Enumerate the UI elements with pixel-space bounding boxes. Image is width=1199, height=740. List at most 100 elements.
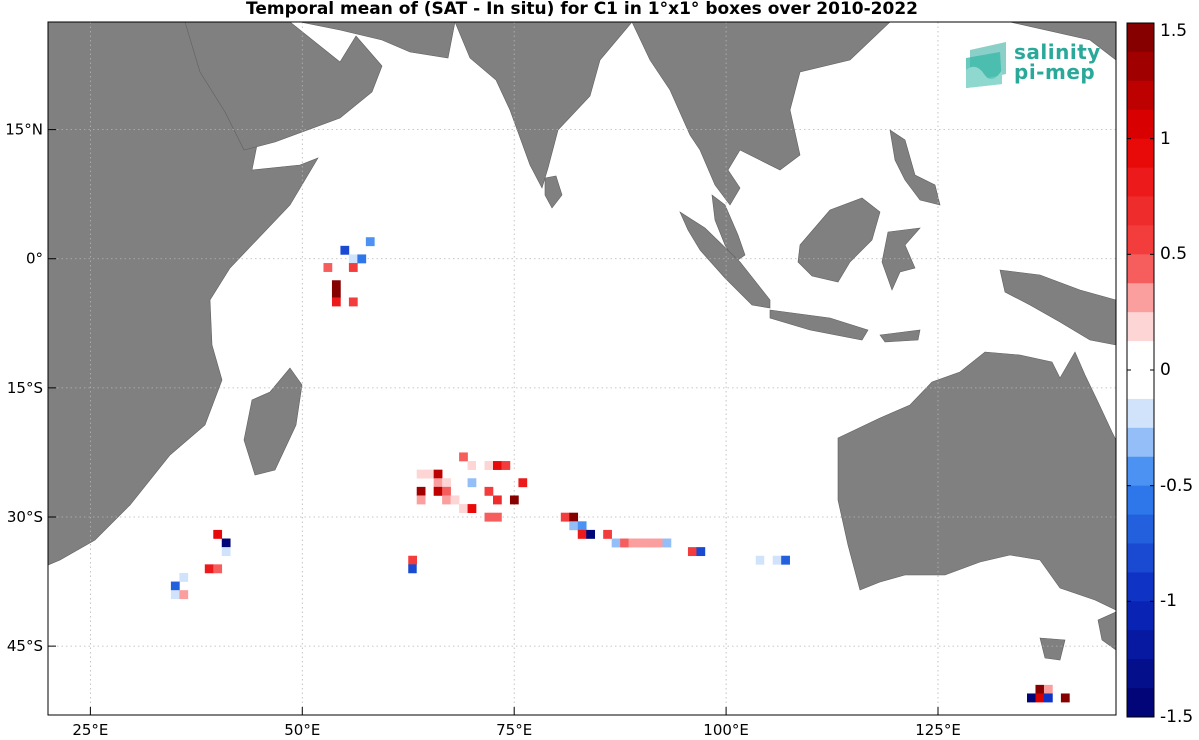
cell-36 xyxy=(484,512,494,522)
colorbar-bin-20 xyxy=(1127,601,1154,631)
land-tasmania xyxy=(1039,637,1066,661)
cell-51 xyxy=(662,538,672,548)
cell-17 xyxy=(416,469,426,479)
land-newguinea xyxy=(999,269,1116,346)
colorbar-label-1: 1 xyxy=(1160,128,1171,149)
logo-mark-icon xyxy=(966,42,1006,88)
lat-label-1: 0° xyxy=(26,250,43,268)
cell-1 xyxy=(340,245,350,255)
land-madagascar xyxy=(243,367,303,476)
land-sumatra xyxy=(679,211,771,309)
colorbar-bin-16 xyxy=(1127,485,1154,515)
colorbar-bin-6 xyxy=(1127,196,1154,226)
lat-label-3: 30°S xyxy=(7,508,43,526)
cell-45 xyxy=(611,538,621,548)
land-indochina xyxy=(631,22,1116,206)
cell-21 xyxy=(433,478,443,488)
cell-74 xyxy=(1043,684,1053,694)
cell-20 xyxy=(509,469,519,479)
cell-61 xyxy=(204,547,214,557)
cell-64 xyxy=(213,564,223,574)
colorbar-bin-4 xyxy=(1127,138,1154,168)
cell-8 xyxy=(331,288,341,298)
cell-50 xyxy=(654,538,663,548)
cell-66 xyxy=(408,564,418,574)
land-borneo xyxy=(797,197,881,283)
cell-37 xyxy=(493,512,502,522)
colorbar-bin-21 xyxy=(1127,630,1154,660)
cell-28 xyxy=(484,486,494,496)
colorbar-bin-10 xyxy=(1127,312,1154,342)
cell-68 xyxy=(416,572,426,582)
cell-39 xyxy=(569,512,579,522)
cell-47 xyxy=(628,538,638,548)
cell-75 xyxy=(1027,693,1036,703)
colorbar-label-4: -0.5 xyxy=(1160,475,1194,496)
land-persia xyxy=(299,22,456,59)
cell-16 xyxy=(501,461,511,470)
land-malaya xyxy=(711,194,746,263)
cell-40 xyxy=(569,521,579,531)
cell-9 xyxy=(331,297,341,307)
cell-57 xyxy=(781,555,790,565)
landmasses xyxy=(48,22,1116,661)
cell-18 xyxy=(425,469,434,479)
cell-24 xyxy=(518,478,528,488)
cell-2 xyxy=(348,254,358,264)
cell-70 xyxy=(170,581,180,591)
colorbar-bin-8 xyxy=(1127,254,1154,284)
cell-55 xyxy=(764,555,774,565)
land-java xyxy=(769,309,869,341)
cell-63 xyxy=(204,564,214,574)
data-cells xyxy=(170,237,1070,703)
cell-58 xyxy=(213,529,223,539)
land-srilanka xyxy=(544,175,563,209)
cell-59 xyxy=(221,538,231,548)
cell-13 xyxy=(476,461,485,470)
cell-0 xyxy=(365,237,375,247)
cell-25 xyxy=(416,486,426,496)
cell-4 xyxy=(323,263,333,272)
cell-15 xyxy=(493,461,502,470)
cell-31 xyxy=(450,495,460,505)
lon-label-2: 75°E xyxy=(496,721,532,739)
lon-label-0: 25°E xyxy=(72,721,108,739)
cell-46 xyxy=(620,538,629,548)
cell-78 xyxy=(1060,693,1070,703)
colorbar-bin-18 xyxy=(1127,543,1154,573)
land-arabia xyxy=(184,22,383,151)
colorbar-bin-3 xyxy=(1127,109,1154,140)
axis-labels: 25°E 50°E 75°E 100°E 125°E 15°N 0° 15°S 30°S 45°S xyxy=(5,121,961,739)
land-australia xyxy=(837,351,1116,611)
colorbar-bin-14 xyxy=(1127,427,1154,458)
land-newzealand xyxy=(1097,611,1116,651)
colorbar-bin-2 xyxy=(1127,80,1154,111)
cell-56 xyxy=(772,555,782,565)
logo-line2: pi-mep xyxy=(1014,60,1096,84)
cell-72 xyxy=(179,590,189,600)
cell-34 xyxy=(459,504,468,513)
cell-35 xyxy=(467,504,477,513)
cell-29 xyxy=(416,495,426,505)
colorbar-bin-19 xyxy=(1127,572,1154,602)
salinity-pimep-logo: salinity pi-mep xyxy=(962,38,1102,90)
cell-54 xyxy=(755,555,765,565)
cell-65 xyxy=(408,555,418,565)
colorbar-label-3: 0 xyxy=(1160,360,1171,380)
colorbar-bin-11 xyxy=(1127,341,1154,371)
cell-32 xyxy=(493,495,502,505)
cell-27 xyxy=(442,486,451,496)
lat-label-4: 45°S xyxy=(7,637,43,655)
colorbar-label-6: -1.5 xyxy=(1160,707,1194,727)
cell-53 xyxy=(696,547,706,557)
cell-49 xyxy=(645,538,655,548)
cell-42 xyxy=(577,529,587,539)
logo-line1: salinity xyxy=(1014,40,1101,64)
colorbar-bin-0 xyxy=(1127,23,1154,53)
cell-71 xyxy=(170,590,180,600)
colorbar-bin-5 xyxy=(1127,167,1154,197)
cell-23 xyxy=(467,478,477,488)
lon-label-3: 100°E xyxy=(703,721,749,739)
colorbar-label-0: 1.5 xyxy=(1160,21,1188,41)
